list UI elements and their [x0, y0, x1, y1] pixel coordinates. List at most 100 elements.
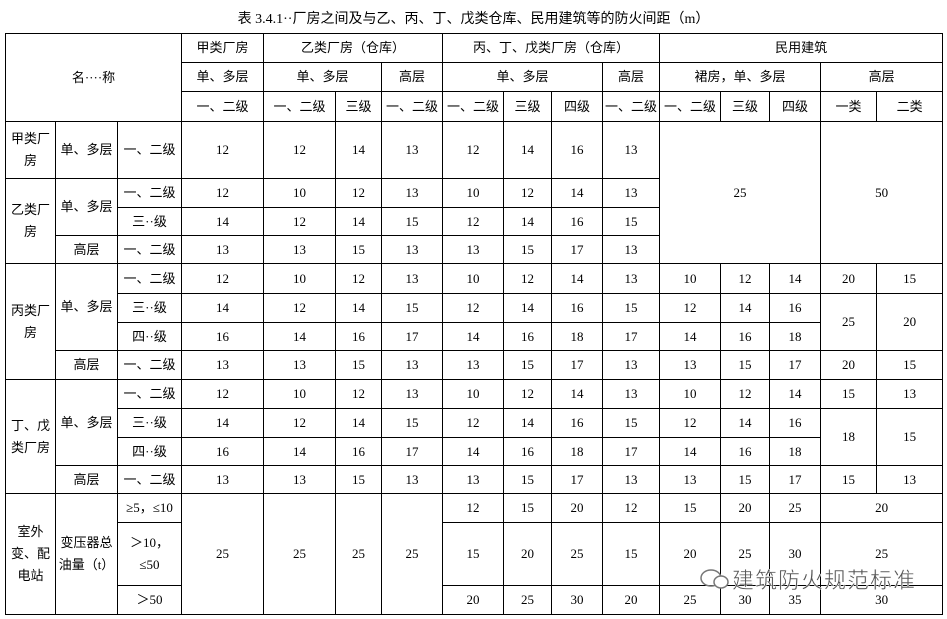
cell: 14 [659, 322, 722, 351]
cell: 16 [551, 121, 604, 179]
cell: 14 [551, 178, 604, 208]
cell: 16 [503, 437, 553, 466]
cell: 17 [602, 437, 661, 466]
cell: 14 [263, 322, 336, 351]
cell: 12 [335, 178, 382, 208]
header-cell: 单、多层 [442, 62, 604, 92]
cell: 25 [263, 493, 336, 615]
cell: 16 [181, 437, 264, 466]
cell: 13 [602, 350, 661, 380]
cell: 13 [263, 465, 336, 494]
cell: 15 [503, 350, 553, 380]
cell: 13 [181, 235, 264, 264]
header-cell: 一、二级 [602, 91, 661, 122]
cell: 14 [181, 408, 264, 438]
cell: 14 [551, 263, 604, 294]
header-cell: 一、二级 [181, 91, 264, 122]
cell: 高层 [55, 465, 118, 494]
cell: 14 [503, 408, 553, 438]
cell: 12 [442, 408, 505, 438]
header-cell: 三级 [720, 91, 771, 122]
cell: 15 [335, 465, 382, 494]
cell: 12 [181, 379, 264, 409]
cell: 13 [602, 178, 661, 208]
cell: 10 [442, 379, 505, 409]
cell: 15 [602, 522, 661, 586]
cell: 13 [442, 350, 505, 380]
body-row: 丙类厂房 单、多层 一、二级 12 10 12 13 10 12 14 13 10 12 14 20 15 [5, 263, 944, 380]
cell: 13 [442, 465, 505, 494]
cell: 15 [503, 493, 553, 523]
cell: 14 [442, 322, 505, 351]
cell: 16 [551, 408, 604, 438]
cell: 12 [263, 408, 336, 438]
cell: 15 [602, 207, 661, 236]
cell: 18 [551, 437, 604, 466]
body-row: 四··级 16 14 16 17 14 16 18 17 14 16 18 [6, 437, 943, 466]
cell: 15 [720, 350, 771, 380]
header-cell: 三级 [503, 91, 553, 122]
cell: 20 [503, 522, 553, 586]
header-row: 名····称 甲类厂房 乙类厂房（仓库） 丙、丁、戊类厂房（仓库） 民用建筑 [5, 33, 944, 122]
cell: 25 [503, 585, 553, 615]
cell: 14 [335, 121, 382, 179]
cell: 20 [602, 585, 661, 615]
cell: 15 [820, 379, 878, 409]
header-cell: 二类 [876, 91, 944, 122]
cell: 高层 [55, 235, 118, 264]
cell: 15 [380, 207, 444, 236]
cell: 12 [720, 263, 771, 294]
cell: 18 [769, 437, 822, 466]
header-cell: 高层 [820, 62, 944, 92]
cell: 17 [551, 465, 604, 494]
cell: 13 [380, 263, 444, 294]
cell: 17 [380, 437, 444, 466]
cell: 单、多层 [55, 263, 118, 351]
cell: 30 [820, 585, 944, 615]
cell: 13 [602, 263, 661, 294]
body-row: 三··级 14 12 14 15 12 14 16 15 12 14 16 18 15 [6, 408, 944, 466]
cell: 14 [720, 408, 771, 438]
cell: 14 [442, 437, 505, 466]
cell: 25 [820, 293, 878, 351]
cell: 17 [602, 322, 661, 351]
cell: 13 [602, 465, 661, 494]
cell: 14 [720, 293, 771, 323]
cell: 14 [769, 379, 822, 409]
body-row: 四··级 16 14 16 17 14 16 18 17 14 16 18 [6, 322, 943, 351]
cell: 10 [263, 263, 336, 294]
header-cell: 四级 [551, 91, 604, 122]
cell: 16 [720, 437, 771, 466]
cell: 17 [769, 350, 822, 380]
cell: 25 [820, 522, 944, 586]
cell: 12 [442, 293, 505, 323]
cell: 13 [380, 235, 444, 264]
cell: 20 [820, 263, 878, 294]
cell: 20 [659, 522, 722, 586]
body-row: 高层 一、二级 13 13 15 13 13 15 17 13 13 15 17 20 15 [6, 350, 944, 380]
header-cell: 名····称 [5, 33, 182, 122]
cell: 12 [181, 121, 264, 179]
body-row: 乙类厂房 单、多层 一、二级 12 10 12 13 10 12 14 13 [5, 178, 943, 264]
cell: 20 [551, 493, 604, 523]
cell: 一、二级 [117, 235, 182, 264]
cell: 14 [503, 293, 553, 323]
cell: 14 [551, 379, 604, 409]
cell: 20 [820, 493, 944, 523]
header-cell: 甲类厂房 [181, 33, 264, 63]
cell: 14 [335, 207, 382, 236]
cell: 12 [602, 493, 661, 523]
fire-distance-table: 名····称 甲类厂房 乙类厂房（仓库） 丙、丁、戊类厂房（仓库） 民用建筑 单、多层 单、… [5, 33, 944, 615]
cell: 17 [551, 235, 604, 264]
cell: 13 [602, 235, 661, 264]
cell: 12 [503, 263, 553, 294]
cell: 14 [181, 207, 264, 236]
cell: 16 [181, 322, 264, 351]
cell: 16 [769, 293, 822, 323]
cell: 13 [380, 350, 444, 380]
header-cell: 丙、丁、戊类厂房（仓库） [442, 33, 661, 63]
cell: 14 [335, 293, 382, 323]
cell: 12 [181, 263, 264, 294]
cell: 13 [442, 235, 505, 264]
cell: 15 [380, 293, 444, 323]
